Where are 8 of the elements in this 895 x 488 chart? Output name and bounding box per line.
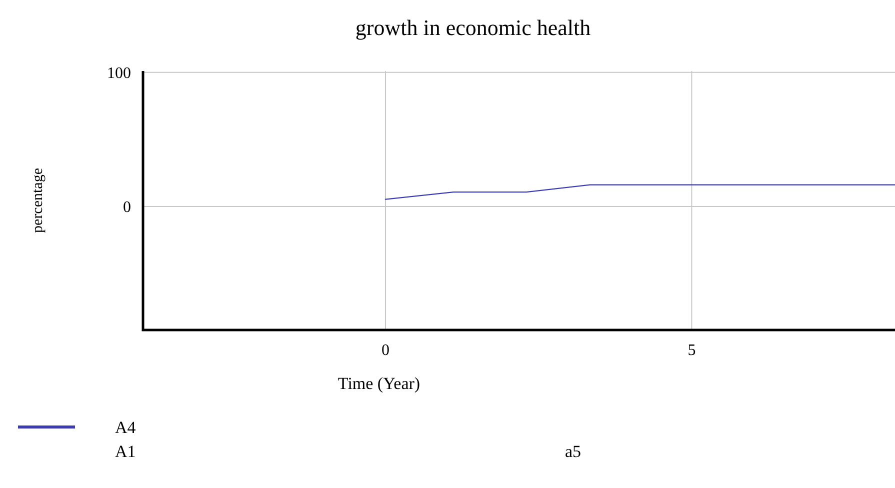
x-tick-label: 5 (688, 342, 696, 359)
text: a5 (565, 442, 582, 461)
chart-title: growth in economic health (355, 15, 591, 40)
legend-label: A4 (115, 418, 136, 437)
y-tick-label: 100 (107, 64, 131, 82)
y-axis-title: percentage (30, 168, 46, 233)
text: A1 (115, 442, 136, 461)
x-axis-title: Time (Year) (338, 374, 420, 393)
